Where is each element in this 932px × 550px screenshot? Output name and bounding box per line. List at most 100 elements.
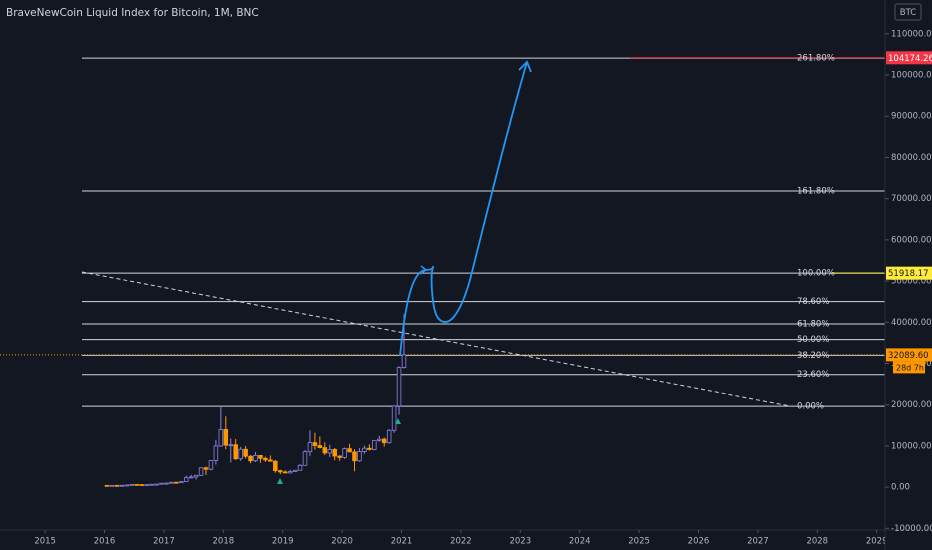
price-badge bbox=[886, 51, 932, 65]
x-tick-label: 2027 bbox=[747, 537, 769, 547]
candle-body bbox=[386, 429, 392, 444]
candle-body bbox=[134, 483, 139, 486]
fib-level-label: 50.00% bbox=[797, 335, 829, 345]
loop-arrow bbox=[419, 265, 428, 275]
candle-body bbox=[253, 455, 258, 462]
symbol-badge[interactable] bbox=[894, 3, 922, 21]
price-badge-text: 32089.60 bbox=[888, 351, 929, 361]
forecast-curve bbox=[399, 61, 528, 357]
candle-body bbox=[277, 470, 283, 473]
candle-body bbox=[129, 483, 135, 486]
annotations bbox=[277, 60, 532, 484]
candle-body bbox=[139, 484, 144, 486]
y-tick-label: 90000.00 bbox=[891, 112, 932, 122]
fib-level-label: 61.80% bbox=[797, 319, 829, 329]
candle-body bbox=[179, 481, 184, 484]
candle-body bbox=[367, 447, 372, 450]
candle-body bbox=[233, 444, 238, 460]
candle-body bbox=[297, 464, 303, 471]
price-badge bbox=[886, 348, 932, 362]
candle-body bbox=[357, 451, 362, 462]
candle-body bbox=[228, 444, 234, 447]
fib-level-label: 38.20% bbox=[797, 351, 829, 361]
candle-body bbox=[347, 448, 352, 453]
x-tick-label: 2028 bbox=[806, 537, 828, 547]
candle-body bbox=[287, 471, 293, 474]
candle-body bbox=[263, 457, 268, 461]
candle-body bbox=[292, 469, 298, 472]
x-tick-label: 2029 bbox=[866, 537, 888, 547]
candle-body bbox=[317, 445, 323, 448]
fib-level-label: 23.60% bbox=[797, 370, 829, 380]
forecast-arrowhead bbox=[518, 60, 532, 73]
candle-body bbox=[238, 448, 243, 460]
candle-body bbox=[188, 476, 194, 479]
y-tick-label: 100000.00 bbox=[891, 71, 932, 81]
y-tick-label: 60000.00 bbox=[891, 235, 932, 245]
candle-body bbox=[376, 438, 382, 441]
x-tick-label: 2026 bbox=[688, 537, 710, 547]
y-tick-label: 20000.00 bbox=[891, 400, 932, 410]
candle-body bbox=[401, 354, 407, 369]
candle-body bbox=[243, 448, 248, 457]
candle-body bbox=[154, 483, 159, 486]
y-tick-label: 40000.00 bbox=[891, 318, 932, 328]
candle-body bbox=[342, 448, 347, 458]
candle-body bbox=[109, 484, 115, 487]
candle-body bbox=[282, 471, 288, 474]
candle-body bbox=[391, 405, 397, 431]
candle-body bbox=[327, 449, 333, 454]
signal-marker bbox=[277, 478, 283, 484]
fib-level-label: 161.80% bbox=[797, 187, 835, 197]
candle-body bbox=[248, 455, 253, 462]
y-tick-label: 110000.00 bbox=[891, 29, 932, 39]
y-tick-label: 50000.00 bbox=[891, 277, 932, 287]
candle-body bbox=[193, 474, 199, 478]
candle-body bbox=[164, 482, 169, 485]
candle-body bbox=[124, 484, 130, 487]
candle-body bbox=[174, 481, 179, 484]
x-tick-label: 2024 bbox=[569, 537, 591, 547]
candle-body bbox=[268, 459, 273, 462]
chart-title: BraveNewCoin Liquid Index for Bitcoin, 1… bbox=[6, 7, 259, 19]
x-tick-label: 2025 bbox=[628, 537, 650, 547]
y-tick-label: 80000.00 bbox=[891, 153, 932, 163]
y-tick-label: 10000.00 bbox=[891, 441, 932, 451]
candle-body bbox=[218, 429, 224, 447]
candle-body bbox=[223, 429, 229, 446]
x-tick-label: 2019 bbox=[272, 537, 294, 547]
signal-marker bbox=[395, 418, 401, 424]
trend-line bbox=[81, 271, 791, 407]
candle-body bbox=[362, 447, 367, 452]
candle-body bbox=[312, 442, 318, 446]
candle-body bbox=[149, 483, 154, 486]
candle-body bbox=[258, 455, 263, 459]
candle-body bbox=[208, 460, 214, 470]
candle-body bbox=[273, 460, 278, 472]
candle-body bbox=[352, 451, 357, 462]
x-tick-label: 2018 bbox=[213, 537, 235, 547]
fib-level-label: 78.60% bbox=[797, 297, 829, 307]
candle-body bbox=[396, 367, 402, 407]
y-tick-label: 70000.00 bbox=[891, 194, 932, 204]
x-tick-label: 2023 bbox=[509, 537, 531, 547]
y-tick-label: -10000.00 bbox=[891, 524, 932, 534]
price-badge-text: 51918.17 bbox=[888, 269, 929, 279]
candle-body bbox=[213, 445, 219, 461]
countdown-text: 28d 7h bbox=[896, 363, 924, 372]
x-tick-label: 2022 bbox=[450, 537, 472, 547]
candle-body bbox=[114, 484, 120, 487]
candle-body bbox=[337, 455, 342, 458]
candle-body bbox=[322, 447, 328, 454]
candle-body bbox=[203, 467, 209, 470]
candle-body bbox=[381, 438, 387, 444]
fib-level-label: 0.00% bbox=[797, 402, 824, 412]
x-tick-label: 2021 bbox=[391, 537, 413, 547]
x-tick-label: 2015 bbox=[34, 537, 56, 547]
candle-body bbox=[159, 482, 164, 485]
candle-body bbox=[198, 467, 204, 476]
candle-body bbox=[183, 477, 189, 482]
fib-level-label: 100.00% bbox=[797, 269, 835, 279]
